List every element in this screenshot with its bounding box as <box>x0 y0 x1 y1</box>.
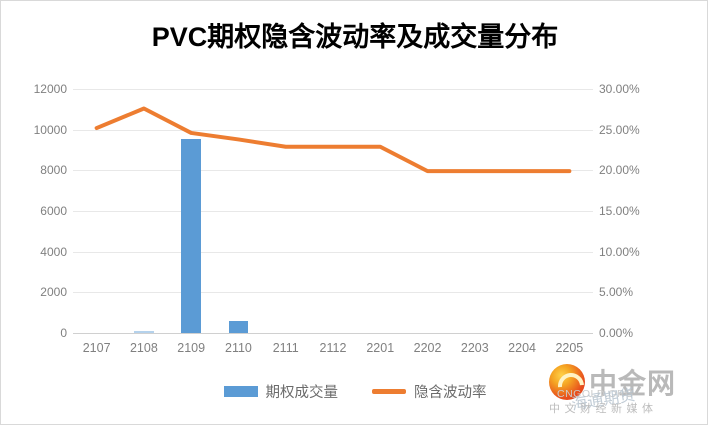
line-swatch-icon <box>372 389 406 394</box>
gridline <box>73 292 593 294</box>
legend-item-volume[interactable]: 期权成交量 <box>223 381 339 402</box>
category-tick-label: 2107 <box>82 341 111 355</box>
category-axis-line <box>73 333 593 334</box>
category-tick-label: 2112 <box>319 341 347 355</box>
left-axis-tick-label: 6000 <box>40 204 67 218</box>
right-axis-tick-label: 5.00% <box>599 285 634 300</box>
bar[interactable] <box>133 330 154 333</box>
gridline <box>73 251 593 253</box>
legend-label-volume: 期权成交量 <box>265 385 339 401</box>
category-tick-label: 2202 <box>413 341 442 355</box>
left-axis-tick-label: 2000 <box>40 285 67 300</box>
brand-domain: CNGOLD.ORG <box>557 388 634 400</box>
chart-legend: 期权成交量 隐含波动率 <box>1 381 708 402</box>
right-axis-tick-label: 30.00% <box>599 82 640 96</box>
category-tick-label: 2111 <box>272 341 299 355</box>
branding-logo: 中金网 CNGOLD.ORG 海通期货 中文财经新媒体 <box>543 362 703 420</box>
legend-item-implied-volatility[interactable]: 隐含波动率 <box>372 381 487 402</box>
brand-name: 中金网 <box>589 368 677 399</box>
gridline <box>73 89 593 90</box>
category-tick-label: 2204 <box>508 341 536 355</box>
right-axis-tick-label: 10.00% <box>599 244 640 259</box>
left-axis-tick-label: 10000 <box>33 122 67 137</box>
right-axis-tick-label: 25.00% <box>599 122 640 137</box>
right-axis-ticks: 0.00% 5.00% 10.00% 15.00% 20.00% 25.00% 30.00% <box>599 83 707 339</box>
left-axis-tick-label: 4000 <box>40 244 67 259</box>
legend-label-implied-volatility: 隐含波动率 <box>414 385 487 401</box>
category-tick-label: 2203 <box>460 341 489 355</box>
right-axis-tick-label: 20.00% <box>599 163 640 178</box>
category-tick-label: 2205 <box>555 341 584 355</box>
gridline <box>73 129 593 131</box>
bar[interactable] <box>228 321 249 333</box>
category-tick-label: 2108 <box>129 341 158 355</box>
left-axis-ticks: 0 2000 4000 6000 8000 10000 12000 <box>1 83 67 339</box>
category-tick-label: 2201 <box>366 341 395 355</box>
bar-swatch-icon <box>223 386 258 397</box>
gridline <box>73 211 593 212</box>
category-tick-label: 2109 <box>177 341 206 355</box>
right-axis-tick-label: 0.00% <box>599 326 634 340</box>
plot-area <box>73 89 593 334</box>
bar[interactable] <box>181 138 202 333</box>
chart-title: PVC期权隐含波动率及成交量分布 <box>151 22 559 52</box>
brand-tagline: 中文财经新媒体 <box>549 403 658 415</box>
left-axis-tick-label: 0 <box>60 326 67 340</box>
left-axis-tick-label: 8000 <box>40 163 67 178</box>
cngold-swirl-logo-icon <box>549 364 585 400</box>
gridline <box>73 170 593 172</box>
right-axis-tick-label: 15.00% <box>599 204 640 218</box>
line-series-隐含波动率 <box>94 106 572 174</box>
left-axis-tick-label: 12000 <box>33 82 67 96</box>
category-axis-ticks: 2107 2108 2109 2110 2111 2112 2201 2202 2203 2204… <box>73 340 593 358</box>
category-tick-label: 2110 <box>225 341 252 355</box>
